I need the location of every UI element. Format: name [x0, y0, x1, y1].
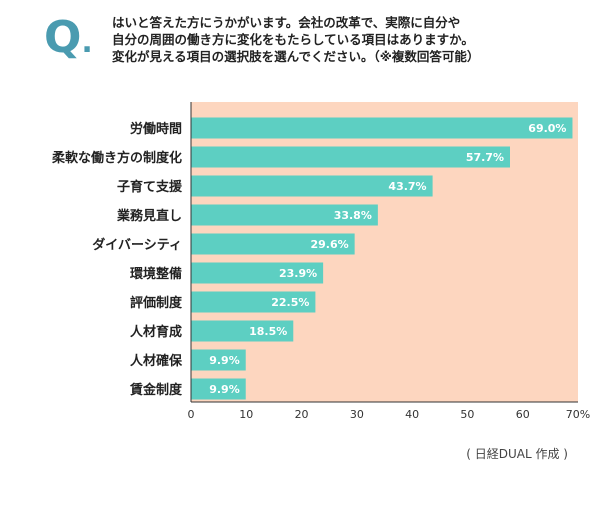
bar-4: [191, 204, 378, 226]
category-label-9: 人材確保: [130, 353, 183, 369]
x-tick-label-8: 70%: [566, 408, 590, 421]
question-line-2: 自分の周囲の働き方に変化をもたらしている項目はありますか。: [112, 32, 474, 47]
q-mark: Q.: [44, 16, 93, 60]
value-label-6: 23.9%: [279, 267, 317, 280]
category-label-5: ダイバーシティ: [92, 237, 182, 253]
value-label-10: 9.9%: [209, 383, 240, 396]
value-label-3: 43.7%: [388, 180, 426, 193]
value-label-9: 9.9%: [209, 354, 240, 367]
bar-6: [191, 262, 324, 284]
category-label-4: 業務見直し: [116, 208, 182, 224]
x-tick-label-5: 40: [405, 408, 419, 421]
bar-2: [191, 146, 510, 168]
source-note: ( 日経DUAL 作成 ): [466, 447, 568, 461]
x-ticks-group: 0 10 20 30 40 50 60 70%: [188, 408, 591, 421]
value-labels-group: 69.0% 57.7% 43.7% 33.8% 29.6% 23.9% 22.5% 18.5%…: [209, 122, 566, 396]
value-label-7: 22.5%: [271, 296, 309, 309]
x-tick-label-1: 0: [188, 408, 195, 421]
question-text: はいと答えた方にうかがいます。会社の改革で、実際に自分や 自分の周囲の働き方に変…: [112, 14, 592, 65]
value-label-4: 33.8%: [334, 209, 372, 222]
bar-5: [191, 233, 355, 255]
question-line-3: 変化が見える項目の選択肢を選んでください。（※複数回答可能）: [112, 49, 480, 64]
category-label-10: 賃金制度: [129, 382, 183, 398]
category-label-1: 労働時間: [130, 121, 182, 137]
x-tick-label-3: 20: [295, 408, 309, 421]
bar-chart: 労働時間柔軟な働き方の制度化子育て支援業務見直しダイバーシティ環境整備評価制度人…: [51, 102, 591, 421]
category-label-2: 柔軟な働き方の制度化: [51, 150, 182, 166]
value-label-1: 69.0%: [528, 122, 566, 135]
x-tick-label-4: 30: [350, 408, 364, 421]
value-label-5: 29.6%: [310, 238, 348, 251]
bar-9: [191, 349, 246, 371]
bars-group: [191, 117, 573, 400]
category-labels-group: 労働時間柔軟な働き方の制度化子育て支援業務見直しダイバーシティ環境整備評価制度人…: [51, 121, 183, 398]
category-label-6: 環境整備: [130, 266, 182, 282]
bar-10: [191, 378, 246, 400]
bar-8: [191, 320, 294, 342]
category-label-7: 評価制度: [130, 295, 183, 311]
value-label-8: 18.5%: [249, 325, 287, 338]
x-tick-label-6: 50: [460, 408, 474, 421]
category-label-8: 人材育成: [130, 324, 182, 340]
x-tick-label-2: 10: [239, 408, 253, 421]
x-tick-label-7: 60: [516, 408, 530, 421]
category-label-3: 子育て支援: [117, 179, 183, 195]
q-letter: Q: [44, 12, 82, 63]
q-dot: .: [81, 25, 93, 60]
bar-7: [191, 291, 316, 313]
question-line-1: はいと答えた方にうかがいます。会社の改革で、実際に自分や: [112, 15, 461, 30]
bar-1: [191, 117, 573, 139]
value-label-2: 57.7%: [466, 151, 504, 164]
bar-3: [191, 175, 433, 197]
